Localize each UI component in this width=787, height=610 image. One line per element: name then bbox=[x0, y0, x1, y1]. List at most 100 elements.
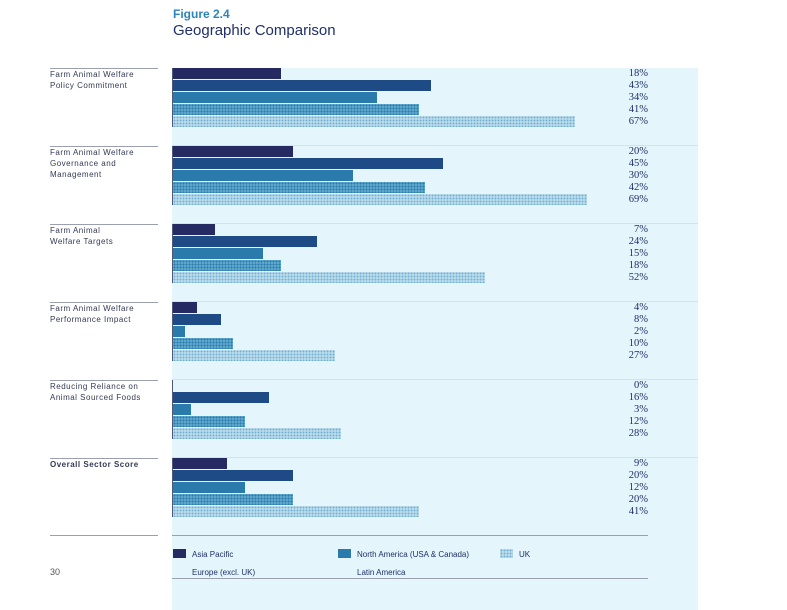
legend-swatch bbox=[500, 549, 513, 558]
category-label-line: Farm Animal Welfare bbox=[50, 148, 135, 157]
legend-bottom-rule bbox=[172, 578, 648, 579]
group-divider bbox=[172, 223, 698, 224]
value-label: 45% bbox=[628, 158, 648, 169]
category-rule bbox=[50, 380, 158, 381]
legend-label: Europe (excl. UK) bbox=[192, 568, 256, 577]
bar bbox=[173, 302, 197, 313]
group-axis-line bbox=[172, 68, 173, 128]
category-label-line: Management bbox=[50, 170, 102, 179]
category-rule bbox=[50, 224, 158, 225]
left-bottom-rule bbox=[50, 535, 158, 536]
bar bbox=[173, 224, 215, 235]
bar bbox=[173, 494, 293, 505]
bar bbox=[173, 326, 185, 337]
bar bbox=[173, 404, 191, 415]
category-label-line: Overall Sector Score bbox=[50, 460, 139, 469]
category-label-line: Reducing Reliance on bbox=[50, 382, 139, 391]
bar bbox=[173, 482, 245, 493]
category-label: Farm Animal Welfare Performance Impact bbox=[50, 303, 160, 325]
category-rule bbox=[50, 458, 158, 459]
value-label: 2% bbox=[634, 326, 648, 337]
category-label: Farm Animal Welfare Targets bbox=[50, 225, 160, 247]
bar bbox=[173, 314, 221, 325]
value-label: 34% bbox=[628, 92, 648, 103]
category-label-line: Policy Commitment bbox=[50, 81, 128, 90]
bar bbox=[173, 248, 263, 259]
value-label: 20% bbox=[628, 470, 648, 481]
value-label: 41% bbox=[628, 104, 648, 115]
bar bbox=[173, 158, 443, 169]
value-label: 18% bbox=[628, 260, 648, 271]
category-label: Farm Animal Welfare Policy Commitment bbox=[50, 69, 160, 91]
bar bbox=[173, 272, 485, 283]
value-label: 20% bbox=[628, 146, 648, 157]
value-label: 67% bbox=[628, 116, 648, 127]
value-label: 0% bbox=[634, 380, 648, 391]
category-label: Farm Animal Welfare Governance and Managem… bbox=[50, 147, 160, 180]
bar bbox=[173, 458, 227, 469]
value-label: 12% bbox=[628, 482, 648, 493]
value-label: 42% bbox=[628, 182, 648, 193]
bar bbox=[173, 392, 269, 403]
category-rule bbox=[50, 302, 158, 303]
category-label-line: Governance and bbox=[50, 159, 117, 168]
value-label: 43% bbox=[628, 80, 648, 91]
category-label-line: Farm Animal Welfare bbox=[50, 70, 135, 79]
group-axis-line bbox=[172, 224, 173, 284]
bar bbox=[173, 506, 419, 517]
bar bbox=[173, 236, 317, 247]
category-label-line: Performance Impact bbox=[50, 315, 132, 324]
legend-label: Latin America bbox=[357, 568, 406, 577]
bar bbox=[173, 116, 575, 127]
category-label: Reducing Reliance on Animal Sourced Foods bbox=[50, 381, 160, 403]
value-label: 7% bbox=[634, 224, 648, 235]
figure-label: Figure 2.4 bbox=[173, 7, 230, 21]
legend-top-rule bbox=[172, 535, 648, 536]
group-axis-line bbox=[172, 458, 173, 518]
category-label-line: Farm Animal Welfare bbox=[50, 304, 135, 313]
bar bbox=[173, 170, 353, 181]
category-label: Overall Sector Score bbox=[50, 459, 160, 470]
value-label: 16% bbox=[628, 392, 648, 403]
legend-label: UK bbox=[519, 550, 531, 559]
legend-swatch bbox=[173, 549, 186, 558]
value-label: 10% bbox=[628, 338, 648, 349]
legend-label: Asia Pacific bbox=[192, 550, 234, 559]
value-label: 20% bbox=[628, 494, 648, 505]
bar bbox=[173, 470, 293, 481]
value-label: 12% bbox=[628, 416, 648, 427]
bar bbox=[173, 338, 233, 349]
group-divider bbox=[172, 457, 698, 458]
value-label: 8% bbox=[634, 314, 648, 325]
value-label: 41% bbox=[628, 506, 648, 517]
value-label: 24% bbox=[628, 236, 648, 247]
group-divider bbox=[172, 301, 698, 302]
category-label-line: Welfare Targets bbox=[50, 237, 114, 246]
value-label: 27% bbox=[628, 350, 648, 361]
bar bbox=[173, 68, 281, 79]
value-label: 18% bbox=[628, 68, 648, 79]
bar bbox=[173, 80, 431, 91]
value-label: 3% bbox=[634, 404, 648, 415]
bar bbox=[173, 104, 419, 115]
bar bbox=[173, 428, 341, 439]
value-label: 52% bbox=[628, 272, 648, 283]
value-label: 69% bbox=[628, 194, 648, 205]
group-axis-line bbox=[172, 302, 173, 362]
value-label: 30% bbox=[628, 170, 648, 181]
category-rule bbox=[50, 146, 158, 147]
group-axis-line bbox=[172, 146, 173, 206]
bar bbox=[173, 182, 425, 193]
group-axis-line bbox=[172, 380, 173, 440]
value-label: 28% bbox=[628, 428, 648, 439]
category-rule bbox=[50, 68, 158, 69]
bar bbox=[173, 194, 587, 205]
category-label-line: Animal Sourced Foods bbox=[50, 393, 141, 402]
group-divider bbox=[172, 379, 698, 380]
category-label-line: Farm Animal bbox=[50, 226, 101, 235]
legend-swatch bbox=[338, 549, 351, 558]
figure-title: Geographic Comparison bbox=[173, 22, 336, 39]
value-label: 15% bbox=[628, 248, 648, 259]
group-divider bbox=[172, 145, 698, 146]
page-number: 30 bbox=[50, 567, 61, 577]
